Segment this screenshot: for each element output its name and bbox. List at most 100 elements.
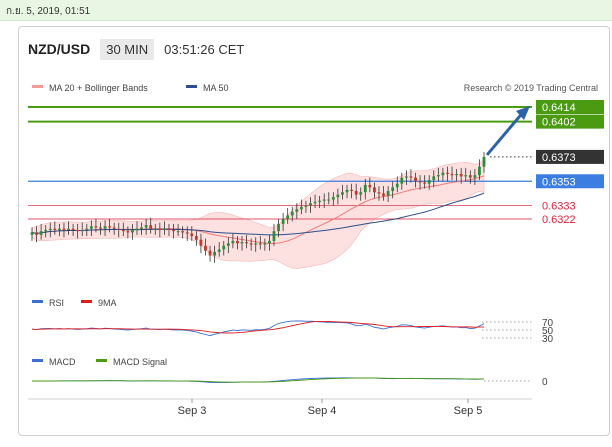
candle-body — [418, 181, 422, 183]
candle-body — [199, 239, 203, 246]
candle-body — [363, 184, 367, 193]
candle-body — [377, 192, 381, 194]
candle-body — [185, 232, 189, 234]
candle-body — [167, 228, 171, 230]
candle-body — [304, 205, 308, 207]
candle-body — [459, 173, 463, 177]
candle-body — [327, 199, 331, 201]
symbol-label: NZD/USD — [28, 41, 91, 57]
candle-body — [359, 192, 363, 195]
price-label-0.6373: 0.6373 — [542, 152, 576, 164]
price-label-bg-0.6414 — [536, 100, 604, 114]
candle-body — [181, 231, 185, 233]
candle-body — [455, 173, 459, 176]
candle-body — [427, 180, 431, 184]
x-tick-label-Sep 5: Sep 5 — [454, 405, 483, 417]
candle-body — [468, 175, 472, 178]
rsi-legend-label: RSI — [49, 298, 64, 308]
ma20-legend-swatch — [32, 85, 43, 88]
candle-body — [341, 192, 344, 195]
candle-body — [478, 166, 481, 176]
macd-legend-label: MACD — [49, 357, 76, 367]
candle-body — [409, 176, 413, 178]
candle-body — [172, 229, 175, 232]
candle-body — [473, 175, 477, 178]
rsi-legend-swatch — [32, 300, 43, 303]
candle-body — [309, 203, 312, 206]
candle-body — [204, 245, 207, 251]
candle-body — [48, 228, 52, 230]
date-label: ก.ย. 5, 2019, 01:51 — [6, 6, 91, 17]
ma50-line — [31, 192, 485, 236]
candle-body — [391, 187, 395, 191]
macd-signal-legend-label: MACD Signal — [113, 357, 167, 367]
date-bar: ก.ย. 5, 2019, 01:51 — [0, 0, 612, 21]
candle-body — [121, 229, 125, 232]
rsi-ma-legend-label: 9MA — [98, 298, 117, 308]
candle-body — [295, 209, 299, 212]
candle-body — [318, 200, 322, 202]
candle-body — [231, 240, 235, 244]
candle-body — [240, 242, 244, 244]
candle-body — [432, 176, 436, 181]
candle-body — [144, 225, 148, 228]
candle-body — [277, 223, 280, 232]
candle-body — [208, 250, 212, 256]
rsi-level-label-70: 70 — [542, 318, 554, 329]
rsi-ma-legend-swatch — [81, 300, 92, 303]
candle-body — [482, 156, 486, 167]
candle-body — [245, 242, 248, 244]
candle-body — [331, 197, 335, 200]
candle-body — [436, 175, 440, 177]
candle-body — [354, 191, 358, 195]
candle-body — [112, 227, 116, 229]
projection-arrow — [485, 106, 530, 156]
price-label-0.6402: 0.6402 — [542, 117, 576, 129]
candles — [30, 152, 486, 263]
candle-body — [44, 229, 48, 232]
candle-body — [222, 245, 226, 250]
candle-body — [423, 182, 427, 184]
chart-header: NZD/USD 30 MIN 03:51:26 CET — [28, 38, 244, 60]
timeframe-badge[interactable]: 30 MIN — [100, 38, 155, 60]
x-tick-label-Sep 4: Sep 4 — [308, 405, 337, 417]
candle-body — [404, 176, 408, 178]
x-tick-label-Sep 3: Sep 3 — [178, 405, 207, 417]
clock-label: 03:51:26 CET — [164, 41, 245, 57]
candle-body — [30, 232, 34, 235]
price-label-bg-0.6373 — [536, 149, 604, 164]
candle-body — [158, 228, 162, 230]
candle-body — [450, 173, 454, 176]
candle-body — [368, 184, 372, 188]
candle-body — [281, 219, 285, 224]
candle-body — [441, 172, 445, 176]
candle-body — [39, 231, 43, 235]
candle-body — [194, 236, 198, 240]
candle-body — [386, 191, 390, 196]
candle-body — [131, 229, 134, 233]
candle-body — [163, 228, 166, 230]
candle-body — [254, 243, 258, 245]
candle-body — [126, 231, 130, 233]
rsi-line — [31, 320, 485, 337]
candle-body — [464, 175, 468, 177]
price-label-bg-0.6353 — [536, 174, 604, 189]
macd-legend-swatch — [32, 359, 43, 362]
candle-body — [290, 211, 294, 216]
price-label-0.6353: 0.6353 — [542, 176, 576, 188]
candle-body — [213, 251, 217, 256]
candle-body — [53, 228, 57, 230]
candle-body — [67, 228, 70, 230]
ma50-legend-label: MA 50 — [203, 83, 229, 93]
candle-body — [57, 228, 61, 230]
macd-signal-legend-swatch — [96, 359, 107, 362]
price-label-0.6333: 0.6333 — [542, 201, 576, 213]
candle-body — [382, 193, 385, 196]
candle-body — [286, 215, 290, 219]
candle-body — [135, 228, 139, 230]
candle-body — [400, 177, 404, 184]
candle-body — [190, 233, 194, 237]
candle-body — [62, 228, 66, 230]
